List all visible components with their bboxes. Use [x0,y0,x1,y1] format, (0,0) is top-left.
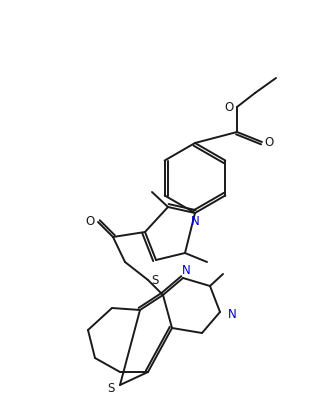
Text: S: S [151,274,159,288]
Text: O: O [264,136,274,150]
Text: S: S [107,382,115,395]
Text: N: N [228,307,236,321]
Text: N: N [182,265,190,278]
Text: O: O [224,101,234,113]
Text: N: N [191,215,199,227]
Text: O: O [85,215,94,227]
